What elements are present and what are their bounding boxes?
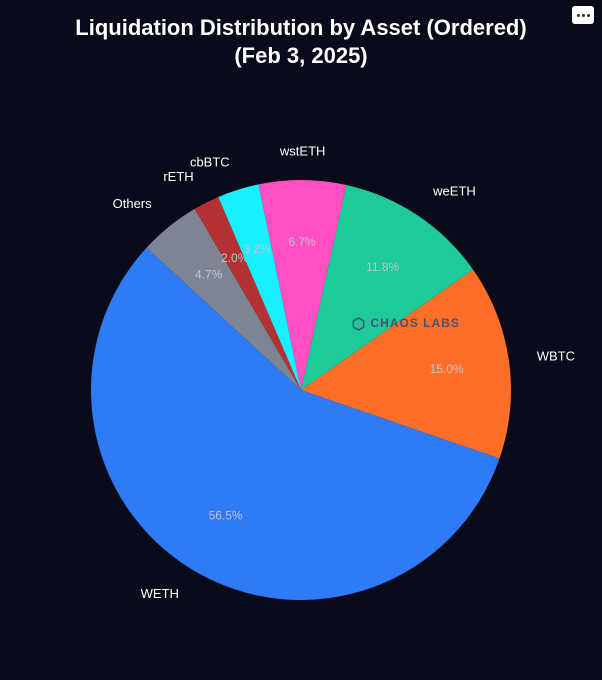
- pie-slice-label: wstETH: [279, 143, 326, 158]
- watermark-text: CHAOS LABS: [371, 316, 460, 330]
- pie-slice-pct: 15.0%: [430, 362, 464, 376]
- pie-slice-pct: 4.7%: [195, 268, 223, 282]
- pie-slice-pct: 11.8%: [366, 260, 399, 274]
- pie-slice-label: cbBTC: [190, 154, 230, 169]
- pie-slice-label: WETH: [141, 586, 179, 601]
- pie-chart: 15.0%WBTC56.5%WETH4.7%Others2.0%rETH3.2%…: [0, 0, 602, 680]
- pie-slice-label: rETH: [163, 169, 193, 184]
- pie-slice-label: Others: [113, 196, 153, 211]
- pie-slice-pct: 3.2%: [243, 242, 271, 256]
- pie-slice-label: WBTC: [537, 348, 575, 363]
- pie-slice-pct: 56.5%: [209, 508, 243, 522]
- pie-slice-label: weETH: [432, 184, 476, 199]
- pie-slice-pct: 6.7%: [288, 235, 316, 249]
